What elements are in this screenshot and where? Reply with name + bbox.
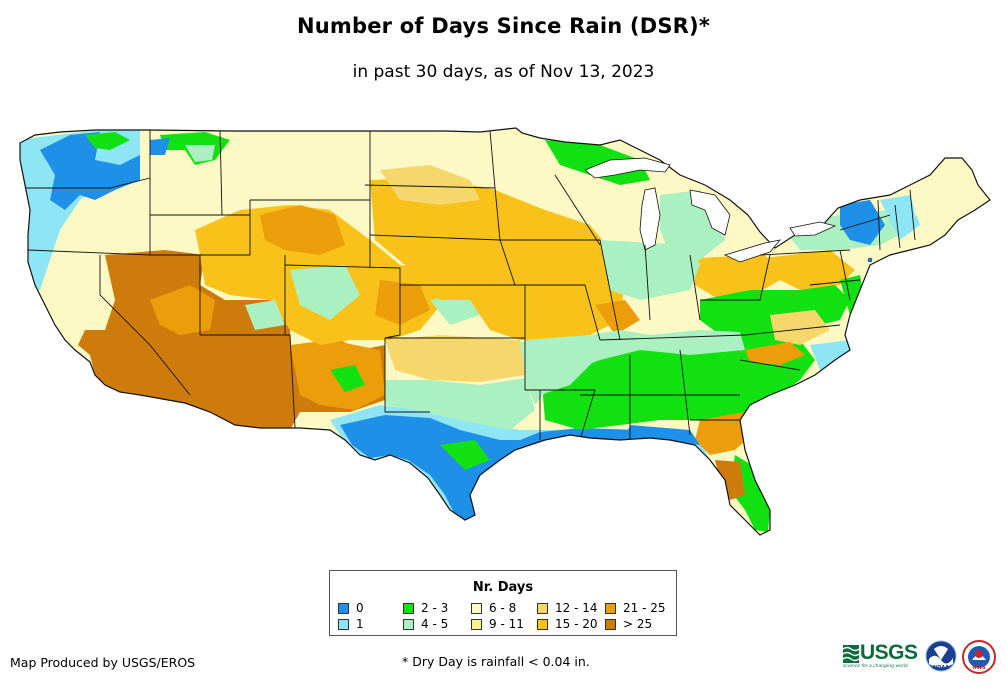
lake-erie [723, 239, 782, 263]
legend-swatch [471, 603, 482, 614]
rain-zones [20, 130, 975, 532]
zone-ne-light [910, 165, 975, 225]
zone-mw-orange [595, 300, 640, 335]
zone-ny-blue [840, 200, 885, 245]
nws-label: NWS [972, 665, 986, 671]
zone-texas-blue [340, 415, 700, 525]
legend-label: 6 - 8 [489, 601, 517, 615]
zone-ut-mint [245, 300, 285, 330]
legend-item-4-5: 4 - 5 [403, 618, 448, 631]
zone-pnw-blue [40, 132, 140, 210]
legend-item-6-8: 6 - 8 [471, 602, 516, 615]
noaa-logo-icon: NOAA [925, 640, 957, 672]
legend-label: > 25 [623, 617, 653, 631]
legend-swatch [537, 619, 548, 630]
zone-pnw-green [85, 132, 130, 150]
lake-superior [584, 157, 671, 179]
legend-label: 21 - 25 [623, 601, 666, 615]
zone-ia-gold [495, 228, 605, 285]
zone-ga-blue [625, 425, 700, 445]
usgs-tagline: science for a changing world [843, 664, 908, 669]
zone-ne-light-blue [880, 195, 920, 240]
legend-item-2-3: 2 - 3 [403, 602, 448, 615]
zone-nw-blue [150, 138, 170, 155]
zone-co-orange-2 [375, 280, 430, 325]
zone-ks-mint [430, 295, 480, 325]
zone-ok-light [385, 335, 525, 382]
zone-southwest-orange [150, 285, 215, 335]
map-title: Number of Days Since Rain (DSR)* [296, 14, 711, 38]
zone-mo-mint [520, 338, 595, 395]
zone-oh-mint [600, 240, 700, 300]
zone-wa-mint [185, 145, 215, 162]
zone-wi-light [590, 185, 645, 245]
zone-oh-gold [695, 255, 780, 300]
legend-item-21-25: 21 - 25 [605, 602, 666, 615]
island-long-island [867, 257, 873, 263]
lake-michigan [639, 187, 661, 251]
map-subtitle: in past 30 days, as of Nov 13, 2023 [352, 62, 655, 82]
legend-label: 0 [356, 601, 364, 615]
lake-ontario [789, 221, 837, 237]
legend-swatch [338, 619, 349, 630]
legend-swatch [605, 619, 616, 630]
zone-nc-orange [745, 342, 805, 365]
legend-label: 4 - 5 [421, 617, 449, 631]
zone-mn-green [545, 140, 650, 185]
zone-florida-orange [715, 460, 745, 500]
legend-swatch [403, 603, 414, 614]
nws-logo-icon: NWS [962, 640, 996, 674]
legend-item-12-14: 12 - 14 [537, 602, 598, 615]
lake-huron [689, 189, 731, 236]
usgs-logo: USGS science for a changing world [843, 641, 919, 669]
legend-item-0: 0 [338, 602, 364, 615]
legend-item-15-20: 15 - 20 [537, 618, 598, 631]
zone-co-mint [290, 265, 360, 320]
zone-texas-mint [385, 378, 535, 430]
noaa-label: NOAA [933, 665, 949, 671]
zone-va-light [770, 310, 830, 345]
map-credit: Map Produced by USGS/EROS [10, 655, 196, 670]
legend-swatch [338, 603, 349, 614]
zone-nm-green [330, 365, 365, 392]
usgs-wave-icon [843, 645, 859, 663]
legend-item-gt-25: > 25 [605, 618, 652, 631]
legend-item-1: 1 [338, 618, 364, 631]
legend-title: Nr. Days [472, 580, 534, 595]
legend-swatch [403, 619, 414, 630]
legend-swatch [605, 603, 616, 614]
zone-plains-light [380, 165, 480, 205]
state-boundaries [20, 129, 916, 441]
zone-co-orange [260, 205, 345, 255]
legend-swatch [537, 603, 548, 614]
legend-swatch [471, 619, 482, 630]
zone-pa-gold [765, 250, 855, 290]
legend-label: 9 - 11 [489, 617, 524, 631]
legend-box: Nr. Days 0 1 2 - 3 4 - 5 6 - 8 9 - 11 12… [329, 570, 677, 636]
legend-label: 12 - 14 [555, 601, 598, 615]
usgs-wordmark: USGS [860, 641, 918, 664]
zone-sc-orange [695, 412, 752, 455]
zone-texas-green [440, 440, 490, 470]
legend-item-9-11: 9 - 11 [471, 618, 524, 631]
legend-label: 15 - 20 [555, 617, 598, 631]
legend-label: 1 [356, 617, 364, 631]
legend-label: 2 - 3 [421, 601, 449, 615]
zone-plains-gold [370, 178, 625, 340]
map-footnote: * Dry Day is rainfall < 0.04 in. [402, 654, 590, 669]
